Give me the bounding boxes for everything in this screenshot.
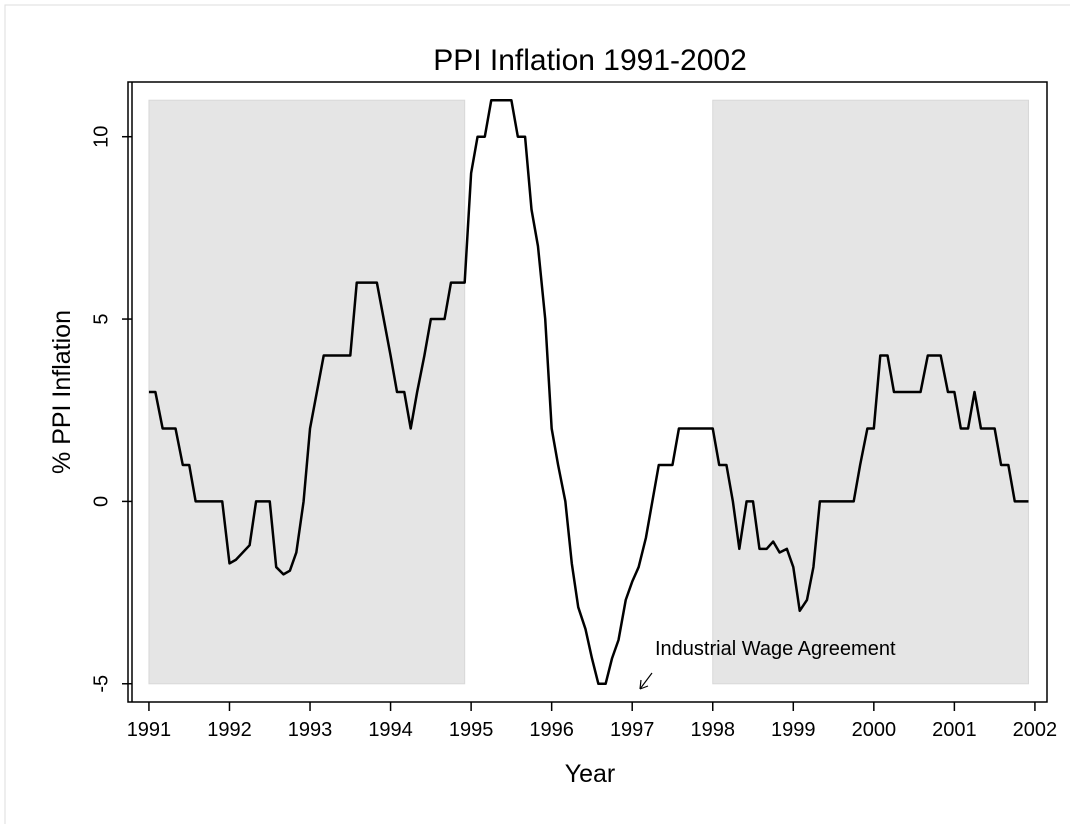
x-tick-label: 1995 (449, 719, 494, 741)
x-tick-label: 2002 (1013, 719, 1058, 741)
x-tick-label: 1998 (690, 719, 735, 741)
x-tick-label: 2001 (932, 719, 977, 741)
y-tick-label: -5 (90, 675, 112, 693)
x-tick-label: 1996 (529, 719, 574, 741)
annotation: Industrial Wage Agreement (655, 638, 896, 660)
shaded-band (148, 99, 466, 685)
chart-title: PPI Inflation 1991-2002 (433, 44, 747, 77)
x-tick-label: 1991 (127, 719, 172, 741)
series-line (148, 98, 1029, 686)
x-axis-label: Year (565, 760, 616, 788)
y-axis-label: % PPI Inflation (48, 310, 76, 474)
annotation-arrowhead (639, 679, 649, 690)
x-tick-label: 1993 (288, 719, 333, 741)
y-tick-label: 10 (90, 126, 112, 148)
x-tick-label: 1997 (610, 719, 655, 741)
annotation-arrow (639, 672, 653, 690)
x-tick-label: 1999 (771, 719, 816, 741)
plot-frame (127, 81, 1048, 703)
shaded-band (712, 99, 1029, 685)
x-tick-label: 2000 (852, 719, 897, 741)
y-tick-label: 5 (90, 313, 112, 324)
y-tick-label: 0 (90, 496, 112, 507)
x-tick-label: 1992 (207, 719, 252, 741)
x-tick-label: 1994 (368, 719, 413, 741)
